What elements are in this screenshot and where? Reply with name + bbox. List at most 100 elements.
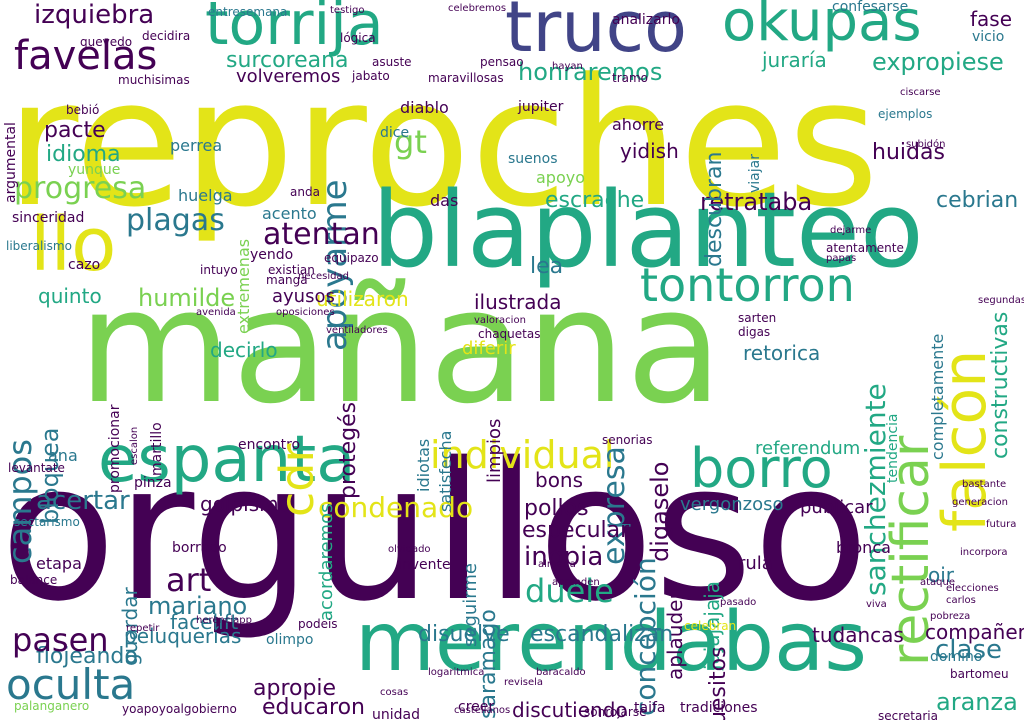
cloud-word: tendencia [885, 413, 901, 483]
cloud-word: truco [505, 0, 687, 68]
cloud-word: diferir [462, 338, 516, 359]
cloud-word: humilde [138, 284, 236, 312]
cloud-word: sarten [738, 311, 777, 325]
cloud-word: volveremos [236, 66, 341, 87]
cloud-word: acertar [36, 486, 130, 516]
cloud-word: escalon [129, 426, 140, 465]
cloud-word: jabato [352, 69, 390, 83]
cloud-word: valoracion [474, 315, 526, 326]
cloud-word: generacion [952, 497, 1008, 508]
cloud-word: ataque [920, 577, 956, 588]
cloud-word: bronca [836, 538, 891, 557]
cloud-word: equipazo [324, 251, 379, 265]
cloud-word: vergonzoso [680, 494, 784, 515]
cloud-word: repetir [126, 623, 160, 634]
cloud-word: olimpo [266, 632, 314, 648]
cloud-word: discutiendo [512, 698, 628, 720]
cloud-word: maravillosas [428, 71, 504, 85]
cloud-word: ayusos [272, 286, 335, 307]
cloud-word: idioma [46, 142, 121, 167]
cloud-word: castellanos [454, 705, 511, 716]
cloud-word: especular [522, 518, 630, 543]
cloud-word: revisela [504, 677, 544, 688]
cloud-word: apoyo [536, 168, 586, 187]
cloud-word: apropie [253, 676, 337, 701]
cloud-word: ejemplos [878, 107, 933, 121]
cloud-word: golpismo [200, 492, 291, 516]
cloud-word: tudancas [812, 623, 904, 647]
cloud-word: pollos [524, 496, 589, 521]
cloud-word: oculta [6, 660, 136, 709]
cloud-word: bebió [66, 103, 100, 117]
cloud-word: ciscarse [900, 87, 941, 98]
cloud-word: compañeras [925, 620, 1024, 644]
cloud-word: condenado [318, 491, 474, 524]
cloud-word: sinceridad [12, 210, 85, 226]
cloud-word: existian [268, 263, 315, 277]
cloud-word: borrado [172, 540, 227, 556]
cloud-word: tramo [612, 71, 649, 85]
cloud-word: quevedo [80, 35, 133, 49]
cloud-word: progresa [14, 171, 147, 206]
cloud-word: subidón [906, 139, 946, 150]
cloud-word: seguirme [460, 563, 481, 647]
cloud-word: aranza [936, 688, 1018, 716]
cloud-word: suenos [508, 151, 558, 167]
cloud-word: descubran [702, 151, 727, 267]
cloud-word: necesidad [298, 271, 349, 282]
cloud-word: senorias [602, 433, 653, 447]
cloud-word: ilustrada [474, 290, 562, 314]
cloud-word: merendabas [355, 595, 867, 690]
cloud-word: podeis [298, 617, 338, 631]
cloud-word: publicar [800, 497, 873, 518]
cloud-word: bons [535, 468, 584, 492]
cloud-word: huelga [178, 186, 233, 205]
cloud-word: individual [430, 433, 615, 477]
cloud-word: creer [458, 699, 495, 715]
cloud-word: baracaldo [536, 667, 586, 678]
cloud-word: escrache [545, 188, 645, 213]
cloud-word: palanganero [14, 699, 90, 713]
cloud-word: utilizaron [316, 287, 409, 311]
cloud-word: acordaremos [316, 503, 337, 621]
cloud-word: aprenden [552, 577, 600, 588]
cloud-word: torrija [205, 0, 384, 59]
cloud-word: dice [380, 125, 410, 141]
cloud-word: martillo [149, 422, 165, 476]
cloud-word: limpios [484, 418, 505, 483]
cloud-word: confesarse [832, 0, 909, 15]
cloud-word: incorpora [960, 547, 1008, 558]
cloud-word: jupiter [518, 99, 564, 115]
cloud-word: hayan [552, 61, 583, 72]
cloud-word: expresa [597, 446, 632, 565]
cloud-word: flojeando [36, 644, 138, 669]
cloud-word: segundas [978, 295, 1024, 306]
cloud-word: gt [394, 123, 427, 161]
cloud-word: bartomeu [950, 667, 1009, 681]
cloud-word: testigo [330, 5, 365, 16]
cloud-word: pensao [480, 55, 524, 69]
cloud-word: okupas [722, 0, 922, 54]
cloud-word: borro [690, 437, 833, 500]
cloud-word: yendo [250, 247, 294, 263]
cloud-word: viva [866, 599, 887, 610]
cloud-word: satisfecha [436, 430, 455, 512]
cloud-word: liberalismo [6, 239, 72, 253]
cloud-word: duele [525, 572, 614, 610]
cloud-word: pobreza [930, 611, 971, 622]
cloud-word: taifa [634, 700, 666, 716]
cloud-word: elecciones [946, 583, 999, 594]
cloud-word: oir [928, 563, 955, 587]
cloud-word: etapa [36, 554, 82, 573]
cloud-word: sonrojarse [584, 705, 647, 719]
cloud-word: lea [530, 254, 564, 279]
cloud-word: vicio [972, 29, 1005, 45]
cloud-word: reproches [6, 41, 879, 246]
cloud-word: peluquerías [124, 624, 242, 648]
cloud-word: yoapoyoalgobierno [122, 702, 237, 716]
cloud-word: promocionar [107, 404, 123, 493]
cloud-word: papas [826, 253, 857, 264]
cloud-word: celebremos [448, 3, 507, 14]
cloud-word: surcoreana [226, 48, 349, 73]
